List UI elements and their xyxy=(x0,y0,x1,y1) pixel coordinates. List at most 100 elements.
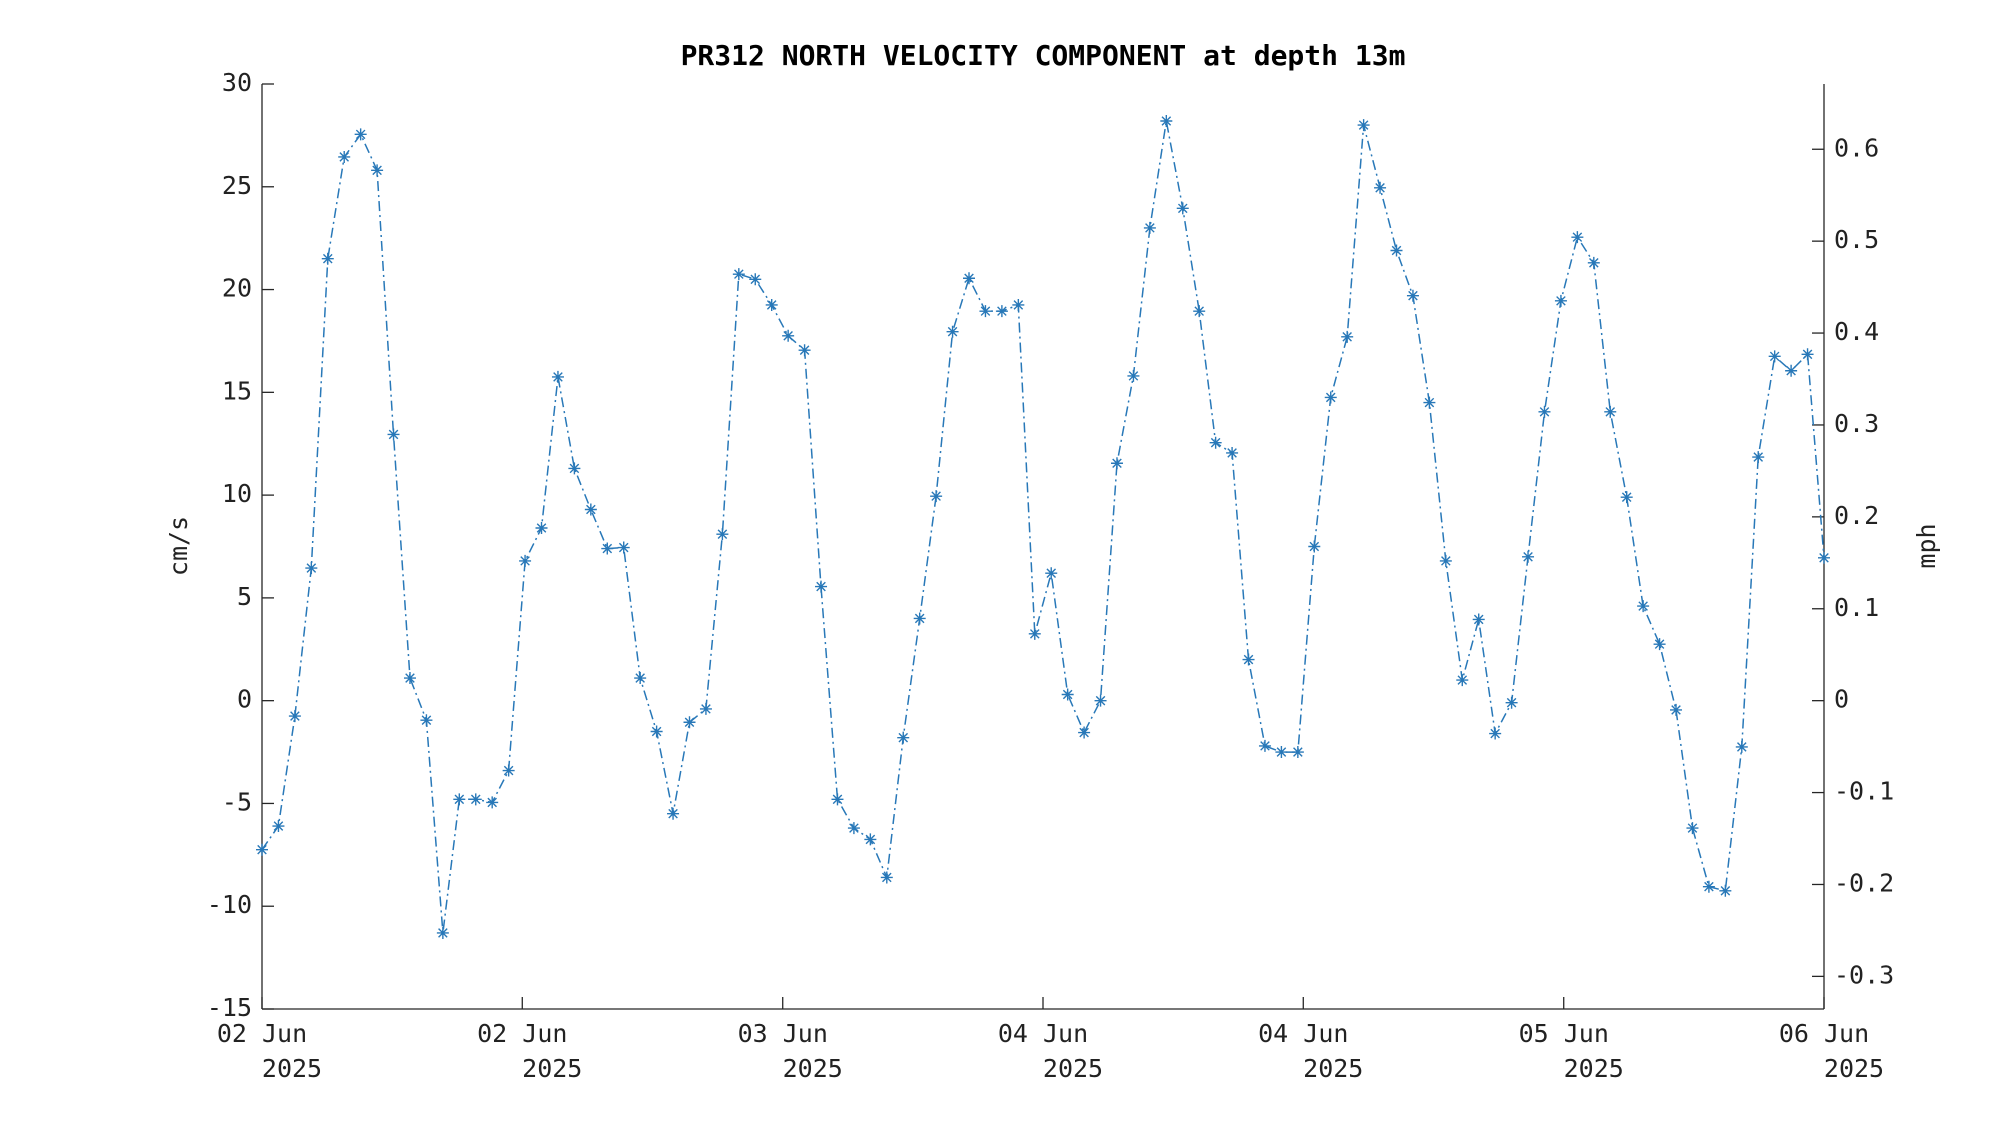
data-point xyxy=(1160,115,1173,127)
data-point xyxy=(1061,688,1074,701)
marker xyxy=(930,490,943,503)
marker xyxy=(1719,884,1732,897)
data-point xyxy=(979,305,992,318)
data-point xyxy=(519,554,532,567)
data-point xyxy=(486,796,499,809)
marker xyxy=(1538,405,1551,418)
data-point xyxy=(568,462,581,475)
marker xyxy=(765,298,778,311)
marker xyxy=(1160,115,1173,127)
marker xyxy=(1390,244,1403,257)
data-point xyxy=(798,344,811,357)
data-point xyxy=(1489,727,1502,740)
marker xyxy=(272,820,285,833)
y2-tick-label: 0.2 xyxy=(1834,501,1879,530)
marker xyxy=(897,731,910,744)
y-tick-label: -10 xyxy=(207,890,252,919)
marker xyxy=(1028,627,1041,640)
data-point xyxy=(1291,746,1304,759)
x-tick-label: 05 Jun xyxy=(1519,1019,1609,1048)
y-axis-label: cm/s xyxy=(164,516,193,576)
data-point xyxy=(1752,451,1765,464)
marker xyxy=(650,725,663,738)
data-point xyxy=(930,490,943,503)
data-point xyxy=(765,298,778,311)
data-point xyxy=(749,273,762,286)
data-point xyxy=(946,325,959,338)
y-tick-label: 10 xyxy=(222,479,252,508)
marker xyxy=(1226,446,1239,459)
data-point xyxy=(1670,703,1683,716)
data-point xyxy=(305,562,318,575)
marker xyxy=(1489,727,1502,740)
data-point xyxy=(436,926,449,939)
data-point xyxy=(403,672,416,685)
x-tick-label: 04 Jun xyxy=(1258,1019,1348,1048)
marker xyxy=(519,554,532,567)
marker xyxy=(831,793,844,806)
data-point xyxy=(1571,231,1584,244)
data-point xyxy=(995,305,1008,318)
data-point xyxy=(880,871,893,884)
data-point xyxy=(1719,884,1732,897)
data-point xyxy=(1702,880,1715,893)
data-point xyxy=(1143,221,1156,234)
data-point xyxy=(371,164,384,177)
marker xyxy=(1258,739,1271,752)
marker xyxy=(1127,369,1140,382)
marker xyxy=(1554,294,1567,307)
marker xyxy=(1785,364,1798,377)
data-point xyxy=(847,822,860,835)
data-point xyxy=(1374,181,1387,194)
data-point xyxy=(535,522,548,534)
marker xyxy=(1752,451,1765,464)
data-point xyxy=(667,807,680,820)
data-point xyxy=(1785,364,1798,377)
data-point xyxy=(683,716,696,729)
data-point xyxy=(1456,674,1469,687)
data-point xyxy=(1637,600,1650,613)
marker xyxy=(963,272,976,285)
marker xyxy=(847,822,860,835)
data-point xyxy=(1127,369,1140,382)
data-point xyxy=(1406,289,1419,302)
data-point xyxy=(1341,330,1354,343)
data-point xyxy=(321,252,334,265)
marker xyxy=(749,273,762,286)
y-tick-label: 30 xyxy=(222,68,252,97)
data-point xyxy=(913,612,926,625)
marker xyxy=(568,462,581,475)
marker xyxy=(256,843,268,856)
data-point xyxy=(1209,436,1222,449)
marker xyxy=(864,833,877,846)
data-point xyxy=(338,150,351,163)
data-point xyxy=(815,580,828,593)
marker xyxy=(1357,119,1370,132)
x-tick-label: 02 Jun xyxy=(477,1019,567,1048)
x-tick-label: 2025 xyxy=(1824,1054,1884,1083)
data-point xyxy=(963,272,976,285)
data-point xyxy=(617,541,630,554)
y-tick-label: 20 xyxy=(222,274,252,303)
data-point xyxy=(1735,740,1748,753)
data-point xyxy=(1423,396,1436,409)
marker xyxy=(1341,330,1354,343)
marker xyxy=(634,672,647,685)
data-point xyxy=(1505,696,1518,709)
data-point xyxy=(1357,119,1370,132)
data-point xyxy=(634,672,647,685)
marker xyxy=(1587,256,1600,269)
marker xyxy=(979,305,992,318)
data-point xyxy=(1604,405,1617,418)
marker xyxy=(321,252,334,265)
marker xyxy=(502,764,515,777)
x-tick-label: 04 Jun xyxy=(998,1019,1088,1048)
data-point xyxy=(551,370,564,383)
data-point xyxy=(1028,627,1041,640)
data-point xyxy=(1045,567,1058,580)
marker xyxy=(486,796,499,809)
data-point xyxy=(601,542,614,555)
y-tick-label: 25 xyxy=(222,171,252,200)
data-point xyxy=(469,793,482,806)
